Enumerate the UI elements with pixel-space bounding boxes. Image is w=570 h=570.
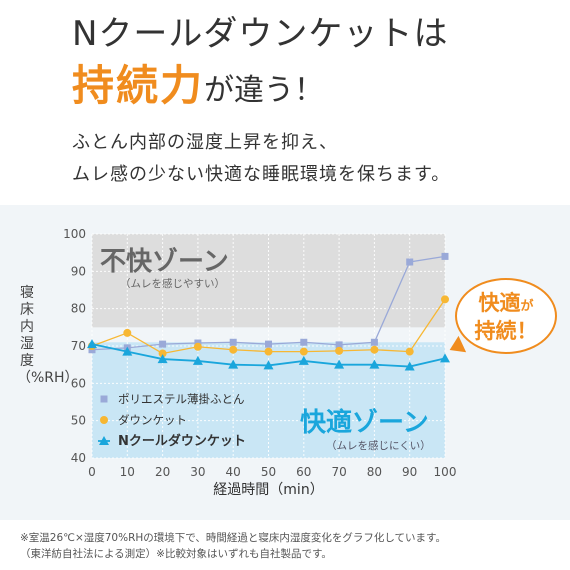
point-ncool-0 — [87, 339, 97, 349]
y-tick-100: 100 — [63, 227, 86, 241]
legend-label-ncool: Nクールダウンケット — [118, 433, 246, 449]
bubble-line2: 持続！ — [474, 319, 538, 343]
discomfort-zone-subtitle: （ムレを感じやすい） — [120, 277, 225, 290]
point-downket-80 — [370, 345, 379, 354]
comfort-zone-subtitle: （ムレを感じにくい） — [326, 439, 431, 452]
point-polyester-70 — [335, 341, 343, 349]
y-tick-70: 70 — [71, 339, 86, 353]
comfort-zone-title: 快適ゾーン — [300, 407, 429, 438]
comfort-lasts-bubble: 快適が 持続！ — [455, 278, 557, 354]
legend-label-downket: ダウンケット — [118, 413, 187, 427]
x-tick-50: 50 — [261, 465, 276, 479]
subcopy-line1: ふとん内部の湿度上昇を抑え、 — [72, 132, 338, 153]
point-downket-20 — [158, 349, 167, 358]
headline-rest: が違う！ — [204, 73, 325, 108]
x-tick-40: 40 — [226, 465, 241, 479]
point-ncool-90 — [404, 361, 415, 371]
point-downket-90 — [405, 347, 414, 356]
x-tick-30: 30 — [190, 465, 205, 479]
point-polyester-100 — [441, 252, 449, 260]
point-polyester-40 — [229, 338, 237, 346]
point-downket-30 — [193, 342, 202, 351]
humidity-chart: 40 50 60 70 80 90 100 0 10 20 30 40 50 60 70 80 90 100 経過時… — [63, 227, 457, 498]
discomfort-zone-title: 不快ゾーン — [100, 246, 229, 277]
subcopy-line2: ムレ感の少ない快適な睡眠環境を保ちます。 — [72, 164, 451, 185]
point-polyester-80 — [370, 338, 378, 346]
point-downket-10 — [123, 328, 132, 337]
x-tick-20: 20 — [155, 465, 170, 479]
footnote-2: （東洋紡自社法による測定）※比較対象はいずれも自社製品です。 — [20, 548, 332, 560]
point-polyester-60 — [300, 338, 308, 346]
point-ncool-50 — [263, 360, 274, 370]
point-ncool-60 — [298, 355, 309, 365]
footnote-1: ※室温26℃×湿度70%RHの環境下で、時間経過と寝床内湿度変化をグラフ化してい… — [20, 532, 446, 544]
point-downket-60 — [299, 347, 308, 356]
point-polyester-90 — [406, 258, 414, 266]
x-tick-80: 80 — [367, 465, 382, 479]
point-downket-40 — [229, 345, 238, 354]
point-downket-100 — [441, 295, 449, 304]
point-ncool-20 — [157, 354, 168, 364]
point-ncool-80 — [369, 359, 380, 369]
legend-marker-polyester — [100, 395, 108, 403]
point-downket-50 — [264, 347, 273, 356]
headline-emphasis: 持続力 — [72, 61, 205, 110]
x-axis-label: 経過時間（min） — [213, 482, 323, 498]
headline-line1: Nクールダウンケットは — [72, 14, 449, 54]
point-polyester-50 — [265, 340, 272, 348]
y-tick-90: 90 — [71, 264, 86, 278]
y-tick-80: 80 — [71, 302, 86, 316]
point-ncool-30 — [192, 355, 203, 365]
bubble-line1: 快適が — [478, 291, 534, 315]
y-tick-50: 50 — [71, 414, 86, 428]
y-tick-40: 40 — [71, 451, 86, 465]
legend-label-polyester: ポリエステル薄掛ふとん — [118, 392, 245, 406]
headline-line2: 持続力が違う！ — [72, 52, 324, 113]
x-tick-0: 0 — [88, 465, 96, 479]
point-ncool-100 — [440, 353, 450, 363]
point-downket-70 — [335, 346, 344, 355]
point-ncool-70 — [334, 359, 345, 369]
x-tick-10: 10 — [120, 465, 135, 479]
y-tick-60: 60 — [71, 376, 86, 390]
legend-marker-downket — [100, 416, 108, 424]
x-tick-60: 60 — [296, 465, 311, 479]
point-ncool-10 — [122, 346, 133, 356]
legend-marker-ncool — [99, 436, 109, 445]
x-tick-70: 70 — [331, 465, 346, 479]
x-tick-100: 100 — [434, 465, 457, 479]
point-polyester-20 — [159, 340, 167, 348]
y-axis-label: 寝床内湿度（%RH） — [17, 285, 79, 386]
point-ncool-40 — [228, 359, 239, 369]
x-tick-90: 90 — [402, 465, 417, 479]
